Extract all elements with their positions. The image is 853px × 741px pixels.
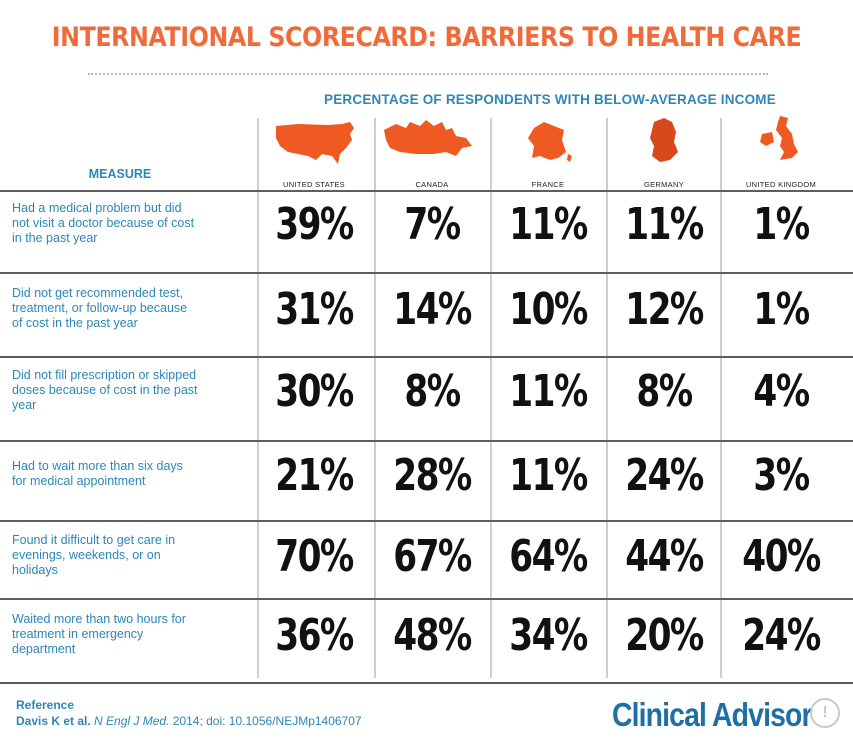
measure-label-line: for medical appointment — [12, 474, 146, 488]
value-cell: 64% — [509, 531, 588, 582]
row-divider — [0, 598, 853, 600]
row-divider — [0, 440, 853, 442]
measure-label: Did not fill prescription or skipped dose… — [12, 368, 242, 413]
value-cell: 8% — [404, 366, 461, 417]
row-divider — [0, 520, 853, 522]
value-cell: 12% — [625, 284, 704, 335]
country-label: UNITED STATES — [283, 180, 345, 189]
chart-title: INTERNATIONAL SCORECARD: BARRIERS TO HEA… — [51, 22, 802, 53]
row-divider — [0, 190, 853, 192]
value-cell: 1% — [753, 199, 810, 250]
country-label: UNITED KINGDOM — [745, 180, 817, 189]
reference-authors: Davis K et al. — [16, 714, 91, 728]
value-cell: 39% — [275, 199, 354, 250]
value-cell: 36% — [275, 610, 354, 661]
row-divider — [0, 356, 853, 358]
value-cell: 11% — [509, 199, 588, 250]
measure-label-line: Did not get recommended test, — [12, 285, 183, 300]
measure-label-line: evenings, weekends, or on — [12, 547, 161, 562]
column-divider — [720, 118, 722, 678]
value-cell: 40% — [742, 531, 821, 582]
column-divider — [490, 118, 492, 678]
measure-label-line: department — [12, 641, 76, 656]
value-cell: 8% — [636, 366, 693, 417]
reference-journal: N Engl J Med. — [94, 714, 170, 728]
value-cell: 11% — [625, 199, 704, 250]
value-cell: 21% — [275, 450, 354, 501]
measure-label-line: holidays — [12, 562, 58, 577]
title-divider — [88, 73, 768, 75]
value-cell: 34% — [509, 610, 588, 661]
measure-label: Did not get recommended test, treatment, … — [12, 286, 242, 331]
value-cell: 20% — [625, 610, 704, 661]
value-cell: 3% — [753, 450, 810, 501]
value-cell: 11% — [509, 366, 588, 417]
measure-label-line: treatment, or follow-up because — [12, 300, 188, 315]
value-cell: 24% — [625, 450, 704, 501]
measure-label: Waited more than two hours for treatment … — [12, 612, 242, 657]
measure-column-header: MEASURE — [88, 167, 152, 181]
column-divider — [257, 118, 259, 678]
value-cell: 28% — [393, 450, 472, 501]
column-divider — [606, 118, 608, 678]
measure-label-line: Did not fill prescription or skipped — [12, 367, 197, 382]
country-header: UNITED KINGDOM — [722, 112, 840, 198]
value-cell: 31% — [275, 284, 354, 335]
measure-label-line: Found it difficult to get care in — [12, 532, 176, 547]
measure-label-line: not visit a doctor because of cost — [12, 215, 195, 230]
measure-label-line: in the past year — [12, 230, 98, 245]
value-cell: 1% — [753, 284, 810, 335]
measure-label-line: doses because of cost in the past — [12, 382, 198, 397]
row-divider — [0, 682, 853, 684]
country-header: FRANCE — [492, 112, 604, 198]
row-divider — [0, 272, 853, 274]
measure-label-line: treatment in emergency — [12, 626, 144, 641]
measure-label: Found it difficult to get care in evening… — [12, 533, 242, 578]
country-label: CANADA — [415, 180, 449, 189]
value-cell: 48% — [393, 610, 472, 661]
value-cell: 24% — [742, 610, 821, 661]
measure-label-line: of cost in the past year — [12, 315, 138, 330]
value-cell: 7% — [404, 199, 461, 250]
brand-logo: Clinical Advisor — [612, 696, 813, 733]
value-cell: 14% — [393, 284, 472, 335]
country-header: GERMANY — [608, 112, 720, 198]
measure-label-line: Had a medical problem but did — [12, 200, 182, 215]
column-divider — [374, 118, 376, 678]
value-cell: 4% — [753, 366, 810, 417]
measure-label-line: year — [12, 397, 37, 412]
value-cell: 30% — [275, 366, 354, 417]
reference-citation: Davis K et al. N Engl J Med. 2014; doi: … — [16, 714, 362, 728]
value-cell: 10% — [509, 284, 588, 335]
measure-label-line: Had to wait more than six days — [12, 459, 183, 473]
country-header: CANADA — [376, 112, 488, 198]
measure-label-line: Waited more than two hours for — [12, 611, 186, 626]
value-cell: 70% — [275, 531, 354, 582]
chart-subtitle: PERCENTAGE OF RESPONDENTS WITH BELOW-AVE… — [324, 92, 776, 107]
country-label: FRANCE — [531, 180, 565, 189]
info-icon[interactable]: ! — [810, 698, 840, 728]
measure-label: Had to wait more than six days for medica… — [12, 459, 242, 489]
value-cell: 44% — [625, 531, 704, 582]
country-header: UNITED STATES — [258, 112, 370, 198]
measure-label: Had a medical problem but did not visit a… — [12, 201, 242, 246]
country-label: GERMANY — [643, 180, 685, 189]
reference-heading: Reference — [16, 698, 75, 712]
value-cell: 11% — [509, 450, 588, 501]
value-cell: 67% — [393, 531, 472, 582]
reference-details: 2014; doi: 10.1056/NEJMp1406707 — [172, 714, 362, 728]
